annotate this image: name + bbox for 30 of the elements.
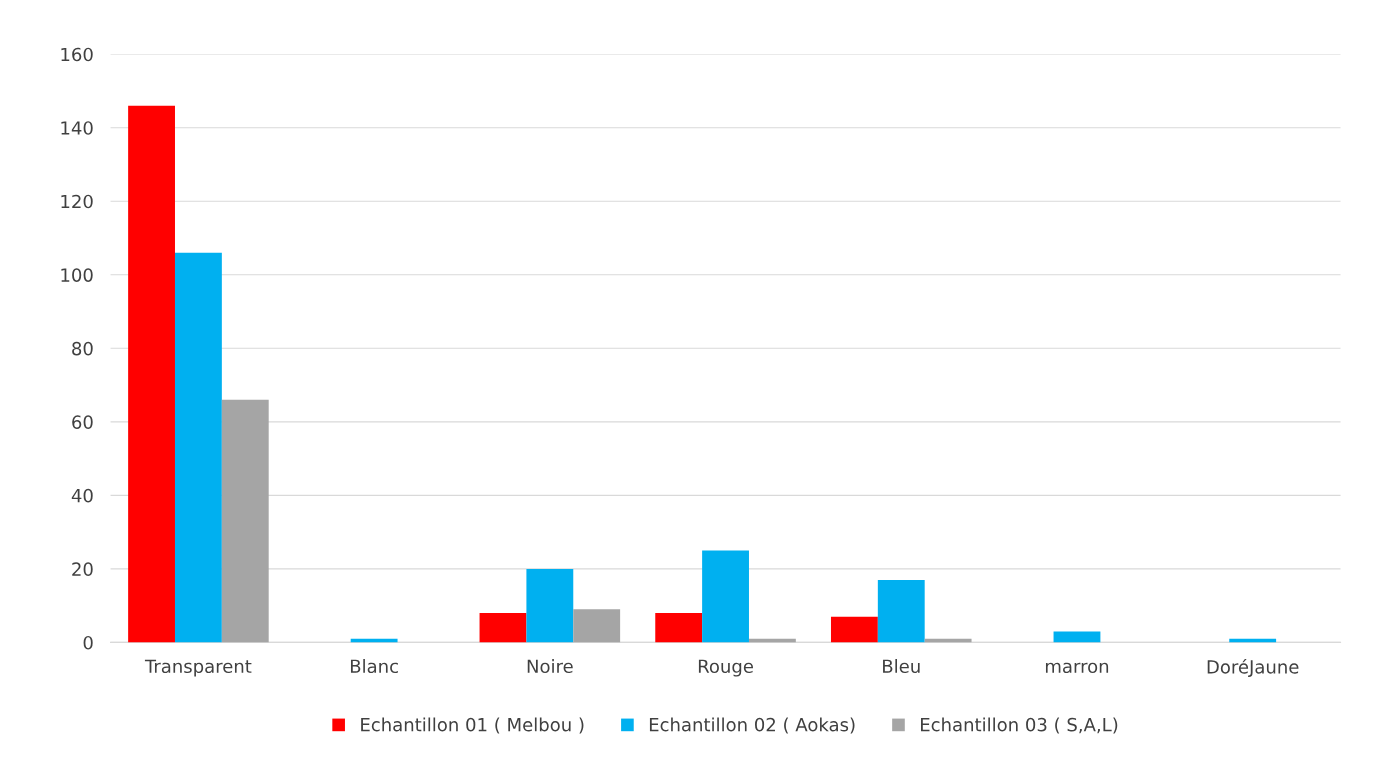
y-tick-label: 40 xyxy=(71,488,93,503)
x-tick-label: Transparent xyxy=(144,659,252,677)
bar xyxy=(1053,631,1101,643)
bar xyxy=(174,252,222,643)
legend-label: Echantillon 02 ( Aokas) xyxy=(649,717,855,734)
bar xyxy=(221,399,269,643)
bar xyxy=(573,609,621,643)
y-tick-label: 140 xyxy=(61,121,93,135)
bar xyxy=(655,613,703,643)
y-tick-label: 0 xyxy=(83,635,93,650)
y-tick-label: 120 xyxy=(61,194,93,209)
x-tick-label: Noire xyxy=(527,659,573,674)
y-tick-label: 160 xyxy=(61,47,93,62)
legend-label: Echantillon 01 ( Melbou ) xyxy=(361,717,584,734)
bar xyxy=(128,105,175,643)
y-tick-label: 80 xyxy=(72,341,93,356)
x-tick-label: Blanc xyxy=(350,659,398,674)
x-tick-label: Bleu xyxy=(883,659,920,674)
legend-label: Echantillon 03 ( S,A,L) xyxy=(921,717,1118,734)
bar xyxy=(830,616,878,643)
x-tick-label: DoréJaune xyxy=(1207,658,1299,677)
bar xyxy=(526,568,574,643)
x-tick-label: marron xyxy=(1045,662,1109,674)
y-tick-label: 60 xyxy=(72,415,93,429)
y-tick-label: 100 xyxy=(61,268,93,282)
bar xyxy=(479,613,527,643)
bar xyxy=(702,550,749,643)
y-tick-label: 20 xyxy=(72,562,93,577)
bar xyxy=(877,579,925,643)
x-tick-label: Rouge xyxy=(698,659,753,677)
